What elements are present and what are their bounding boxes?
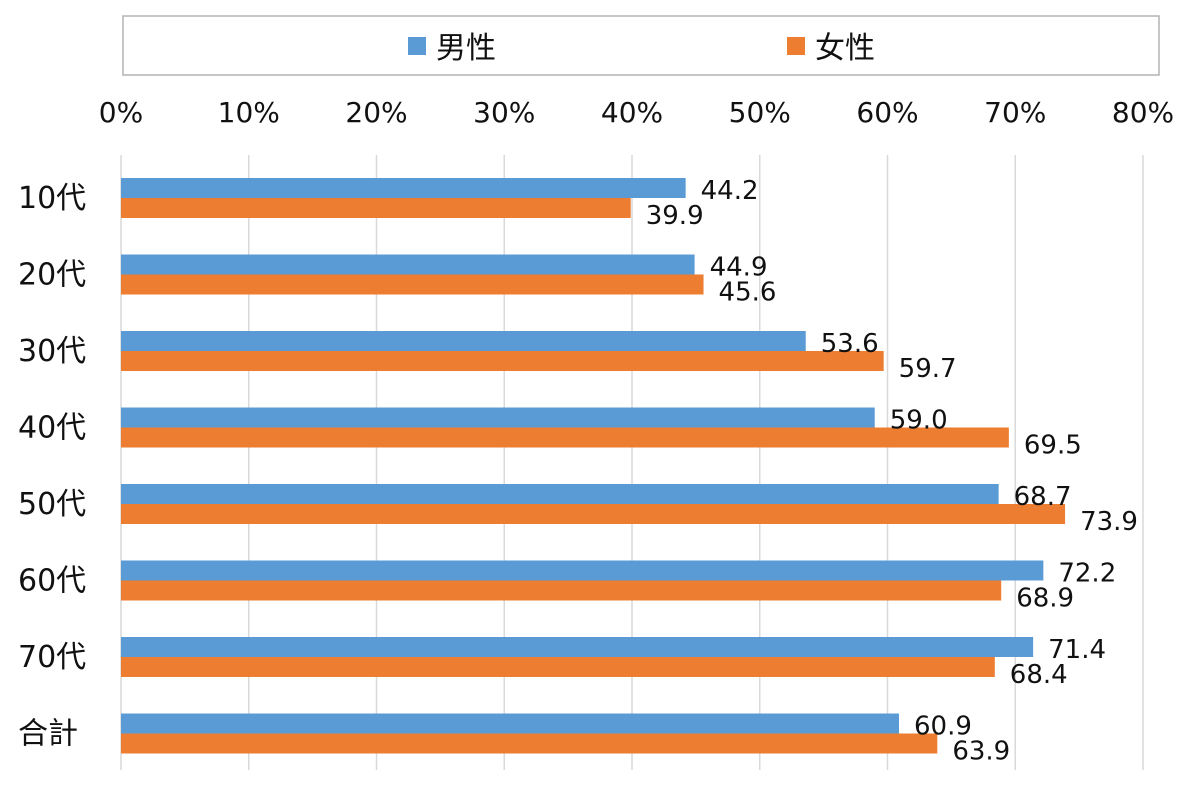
x-tick-label: 10% — [218, 96, 280, 129]
legend-swatch-female — [787, 37, 805, 55]
bar-male — [121, 254, 695, 275]
bar-male — [121, 178, 686, 198]
data-label: 72.2 — [1058, 559, 1116, 589]
bar-female — [121, 198, 631, 218]
bar-female — [121, 504, 1066, 524]
data-label: 68.7 — [1014, 482, 1072, 512]
bars — [121, 178, 1066, 754]
x-axis-ticks: 0% 10% 20% 30% 40% 50% 60% 70% 80% — [99, 96, 1174, 129]
data-label: 39.9 — [646, 201, 704, 231]
gridlines — [120, 155, 1144, 770]
legend-box — [122, 15, 1160, 76]
data-labels: 44.239.944.945.6 53.6 59.7 59.0 69.5 68.7 73.9… — [646, 176, 1138, 767]
data-label: 60.9 — [914, 712, 972, 742]
x-tick-label: 60% — [856, 96, 918, 129]
category-label: 合計 — [18, 717, 78, 752]
data-label: 69.5 — [1024, 431, 1082, 461]
bar-male — [121, 331, 806, 351]
x-tick-label: 70% — [984, 96, 1046, 129]
bar-female — [121, 657, 995, 677]
x-tick-label: 0% — [99, 96, 143, 129]
category-label: 10代 — [18, 181, 86, 216]
data-label: 68.4 — [1010, 660, 1068, 690]
data-label: 59.7 — [899, 354, 957, 384]
data-label: 63.9 — [952, 737, 1010, 767]
bar-male — [121, 484, 999, 504]
bar-female — [121, 580, 1002, 601]
data-label: 68.9 — [1016, 584, 1074, 614]
bar-male — [121, 407, 875, 428]
legend-swatch-male — [408, 37, 426, 55]
bar-female — [121, 427, 1009, 448]
data-label: 44.2 — [701, 176, 759, 206]
data-label: 44.9 — [710, 253, 768, 283]
x-tick-label: 40% — [601, 96, 663, 129]
category-label: 30代 — [18, 334, 86, 369]
x-tick-label: 30% — [473, 96, 535, 129]
data-label: 45.6 — [719, 278, 777, 308]
category-label: 60代 — [18, 564, 86, 599]
bar-female — [121, 274, 704, 295]
data-label: 73.9 — [1080, 507, 1138, 537]
x-tick-label: 80% — [1112, 96, 1174, 129]
bar-male — [121, 637, 1034, 657]
bar-male — [121, 560, 1044, 581]
bar-male — [121, 713, 899, 734]
category-label: 40代 — [18, 411, 86, 446]
category-label: 70代 — [18, 640, 86, 675]
data-label: 71.4 — [1048, 635, 1106, 665]
data-label: 59.0 — [890, 406, 948, 436]
data-label: 53.6 — [821, 329, 879, 359]
x-tick-label: 20% — [345, 96, 407, 129]
legend: 男性 女性 — [122, 15, 1160, 76]
bar-female — [121, 733, 938, 754]
category-label: 20代 — [18, 258, 86, 293]
bar-female — [121, 351, 884, 371]
legend-label-male: 男性 — [436, 31, 496, 66]
x-tick-label: 50% — [729, 96, 791, 129]
legend-label-female: 女性 — [815, 31, 875, 66]
category-label: 50代 — [18, 487, 86, 522]
